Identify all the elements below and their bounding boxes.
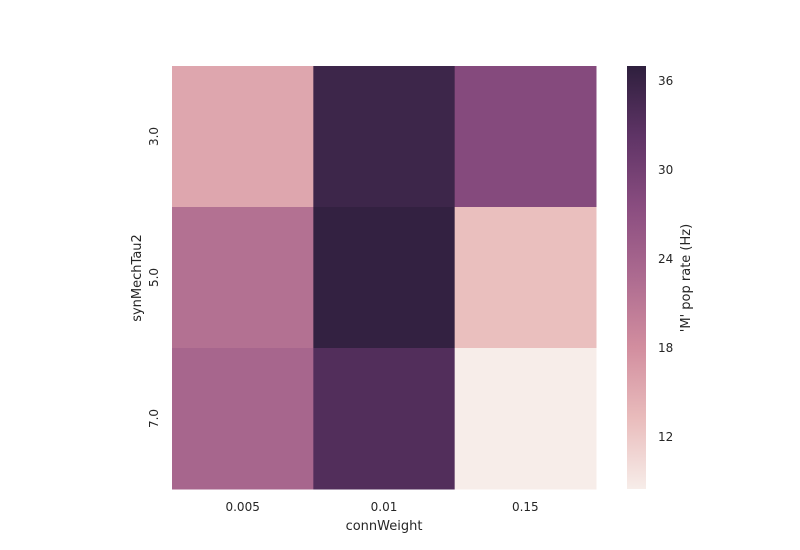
heatmap-cell-r0-c2 [454, 66, 597, 208]
colorbar-label: 'M' pop rate (Hz) [679, 224, 694, 332]
colorbar-tick-labels: 12 18 24 30 36 [658, 74, 673, 444]
x-tick-label: 0.005 [225, 500, 259, 514]
x-tick-label: 0.01 [371, 500, 398, 514]
y-tick-label: 3.0 [147, 127, 161, 146]
heatmap-cell-r0-c1 [313, 66, 456, 208]
y-tick-labels: 3.0 5.0 7.0 [147, 127, 161, 428]
heatmap-cell-r1-c2 [454, 207, 597, 349]
heatmap-cells [172, 66, 597, 490]
heatmap-cell-r2-c0 [172, 348, 314, 490]
y-tick-label: 7.0 [147, 409, 161, 428]
heatmap-cell-r2-c2 [454, 348, 597, 490]
heatmap-cell-r1-c1 [313, 207, 456, 349]
x-tick-labels: 0.005 0.01 0.15 [225, 500, 538, 514]
colorbar [627, 66, 646, 489]
colorbar-tick-label: 30 [658, 163, 673, 177]
x-axis-label: connWeight [346, 519, 423, 534]
colorbar-tick-label: 24 [658, 252, 673, 266]
y-tick-label: 5.0 [147, 268, 161, 287]
x-tick-label: 0.15 [512, 500, 539, 514]
heatmap-cell-r1-c0 [172, 207, 314, 349]
heatmap-cell-r0-c0 [172, 66, 314, 208]
y-axis-label: synMechTau2 [130, 234, 145, 322]
heatmap-cell-r2-c1 [313, 348, 456, 490]
colorbar-tick-label: 18 [658, 341, 673, 355]
colorbar-tick-label: 36 [658, 74, 673, 88]
colorbar-tick-label: 12 [658, 430, 673, 444]
